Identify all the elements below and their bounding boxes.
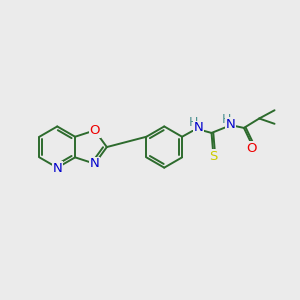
Text: H: H: [189, 116, 199, 129]
Text: N: N: [90, 157, 100, 170]
Text: O: O: [89, 124, 100, 137]
Text: O: O: [247, 142, 257, 155]
Text: S: S: [209, 150, 217, 163]
Text: N: N: [226, 118, 236, 131]
Text: H: H: [222, 112, 231, 126]
Text: N: N: [52, 162, 62, 175]
Text: N: N: [194, 122, 204, 134]
